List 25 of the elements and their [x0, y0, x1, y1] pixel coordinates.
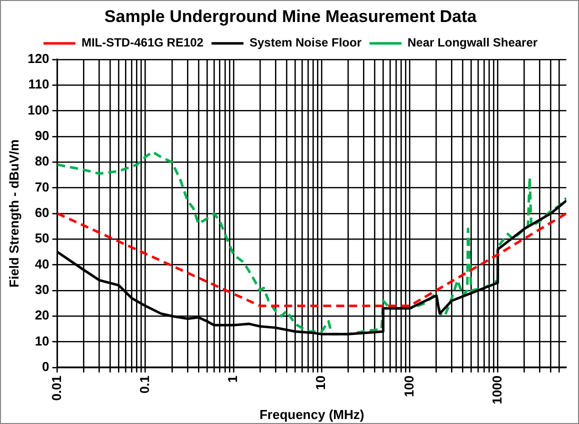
- y-tick-label: 10: [34, 333, 50, 348]
- y-tick-label: 60: [34, 205, 50, 220]
- y-tick-label: 20: [34, 308, 50, 323]
- y-tick-label: 80: [34, 154, 50, 169]
- chart-title: Sample Underground Mine Measurement Data: [104, 6, 478, 26]
- legend-label: MIL-STD-461G RE102: [81, 36, 204, 50]
- legend-label: System Noise Floor: [249, 36, 362, 50]
- y-tick-label: 120: [28, 50, 50, 66]
- x-tick-label: 1: [225, 375, 240, 383]
- x-tick-label: 1000: [489, 375, 504, 404]
- y-tick-label: 0: [42, 359, 50, 374]
- y-tick-label: 40: [34, 256, 50, 272]
- y-axis-title: Field Strength - dBuV/m: [6, 139, 22, 288]
- x-tick-label: 0.01: [48, 375, 64, 401]
- x-tick-label: 100: [401, 375, 416, 398]
- x-tick-label: 0.1: [136, 375, 152, 394]
- y-tick-label: 110: [28, 76, 50, 92]
- y-tick-label: 90: [34, 128, 50, 143]
- y-tick-label: 30: [34, 282, 50, 298]
- y-tick-label: 100: [28, 102, 50, 118]
- y-tick-label: 50: [34, 230, 50, 246]
- y-tick-label: 70: [34, 179, 50, 194]
- x-axis-title: Frequency (MHz): [259, 406, 364, 422]
- x-tick-label: 10: [313, 375, 328, 390]
- legend-label: Near Longwall Shearer: [408, 36, 538, 50]
